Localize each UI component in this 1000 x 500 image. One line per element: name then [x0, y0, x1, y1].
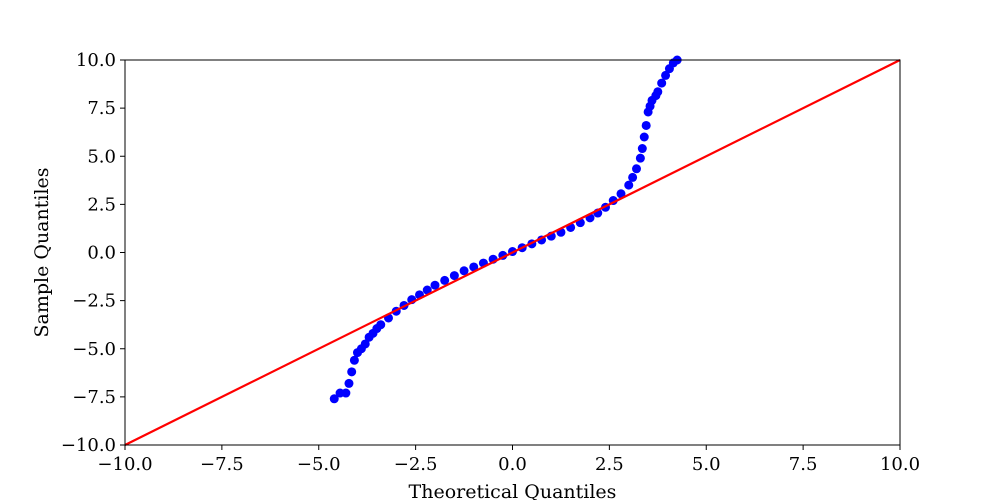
sample-point	[430, 280, 440, 290]
y-tick-label: 10.0	[76, 50, 116, 71]
x-tick-label: 5.0	[692, 454, 721, 475]
x-tick-label: −7.5	[200, 454, 244, 475]
sample-point	[632, 164, 641, 174]
y-tick-label: 2.5	[87, 194, 116, 215]
y-tick-label: 0.0	[87, 243, 116, 264]
sample-point	[624, 180, 634, 190]
sample-point	[616, 189, 626, 199]
y-tick-label: 7.5	[87, 98, 116, 119]
x-tick-label: 7.5	[789, 454, 818, 475]
sample-points	[329, 55, 682, 404]
x-axis: −10.0 −7.5 −5.0 −2.5 0.0 2.5 5.0 7.5 10.0	[97, 445, 920, 475]
sample-point	[341, 388, 351, 398]
sample-point	[469, 262, 479, 272]
x-tick-label: −2.5	[394, 454, 438, 475]
sample-point	[653, 87, 663, 97]
sample-point	[637, 144, 647, 154]
x-tick-label: −5.0	[297, 454, 341, 475]
sample-point	[459, 266, 469, 276]
y-tick-label: −2.5	[72, 291, 116, 312]
reference-line	[124, 59, 901, 446]
sample-point	[349, 355, 359, 365]
reference-line-layer	[124, 59, 901, 446]
sample-point	[347, 367, 357, 377]
sample-point	[641, 120, 651, 130]
sample-point	[657, 78, 667, 88]
y-axis-label: Sample Quantiles	[31, 167, 53, 337]
x-tick-label: 10.0	[880, 454, 920, 475]
sample-point	[661, 70, 671, 80]
sample-point	[449, 271, 459, 281]
y-tick-label: −7.5	[72, 387, 116, 408]
y-axis: −10.0 −7.5 −5.0 −2.5 0.0 2.5 5.0 7.5 10.0	[61, 50, 125, 456]
sample-point	[329, 394, 339, 404]
sample-point	[639, 132, 649, 142]
y-tick-label: −10.0	[61, 435, 116, 456]
x-tick-label: −10.0	[97, 454, 152, 475]
x-tick-label: 0.0	[498, 454, 527, 475]
y-tick-label: −5.0	[72, 339, 116, 360]
sample-point	[635, 153, 645, 163]
sample-point	[628, 172, 638, 182]
sample-point	[360, 339, 370, 349]
x-axis-label: Theoretical Quantiles	[409, 481, 617, 500]
x-tick-label: 2.5	[595, 454, 624, 475]
sample-point	[376, 320, 386, 330]
sample-point	[344, 378, 354, 388]
sample-point	[440, 275, 450, 285]
y-tick-label: 5.0	[87, 146, 116, 167]
sample-point	[422, 285, 432, 295]
